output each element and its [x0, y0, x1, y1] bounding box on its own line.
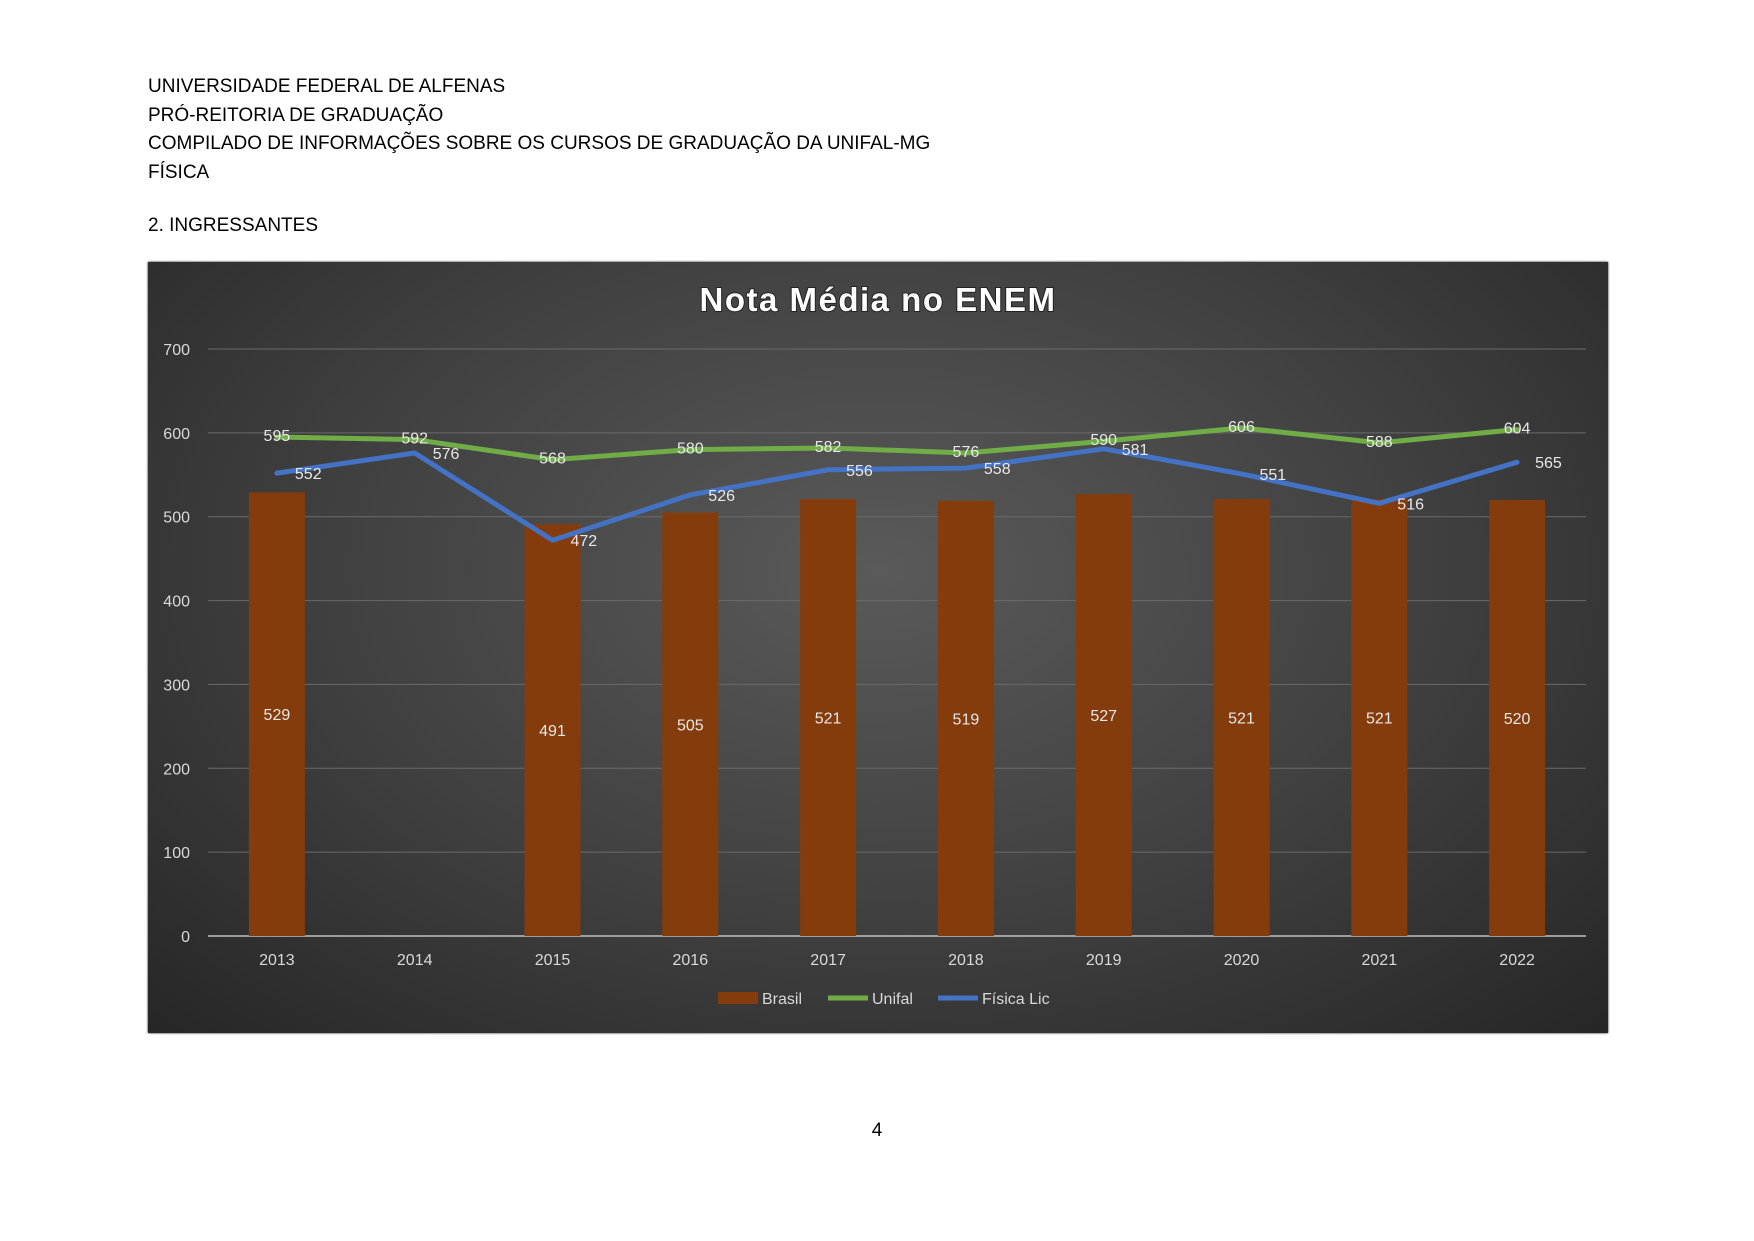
enem-chart: Nota Média no ENEM 0 100 200 300 400 500 600 700…	[148, 262, 1608, 1033]
legend-swatch-brasil	[718, 992, 758, 1004]
x-tick-label: 2017	[810, 952, 846, 969]
data-label-brasil: 521	[1366, 711, 1393, 728]
department-name: PRÓ-REITORIA DE GRADUAÇÃO	[148, 104, 444, 126]
data-label-brasil: 491	[539, 723, 566, 740]
legend-label-f-sica-lic: Física Lic	[982, 991, 1050, 1008]
y-tick-label: 100	[163, 845, 190, 862]
data-label-unifal: 592	[401, 431, 428, 448]
data-label-unifal: 588	[1366, 434, 1393, 451]
bar-brasil-2019	[1075, 494, 1132, 936]
line-unifal	[274, 425, 1520, 463]
data-label-unifal: 576	[953, 444, 980, 461]
y-tick-label: 500	[163, 510, 190, 527]
data-label-unifal: 606	[1228, 419, 1255, 436]
data-label-brasil: 529	[264, 707, 291, 724]
document-title: COMPILADO DE INFORMAÇÕES SOBRE OS CURSOS…	[148, 133, 931, 154]
x-tick-label: 2013	[259, 952, 295, 969]
x-tick-label: 2021	[1362, 952, 1398, 969]
bar-brasil-2020	[1213, 499, 1270, 936]
data-label-brasil: 520	[1504, 711, 1531, 728]
bar-brasil-2015	[524, 524, 581, 936]
y-tick-label: 600	[163, 426, 190, 443]
data-label-f-sica-lic: 576	[433, 446, 460, 463]
data-label-f-sica-lic: 526	[708, 488, 735, 505]
data-label-unifal: 582	[815, 439, 842, 456]
data-label-unifal: 590	[1090, 432, 1117, 449]
bar-brasil-2016	[662, 512, 719, 936]
bar-brasil-2018	[937, 500, 994, 936]
university-name: UNIVERSIDADE FEDERAL DE ALFENAS	[148, 76, 506, 97]
data-label-brasil: 521	[815, 711, 842, 728]
data-label-f-sica-lic: 558	[984, 461, 1011, 478]
data-label-brasil: 527	[1090, 708, 1117, 725]
data-label-unifal: 568	[539, 451, 566, 468]
x-tick-label: 2016	[673, 952, 709, 969]
data-label-brasil: 519	[953, 711, 980, 728]
data-label-brasil: 505	[677, 717, 704, 734]
bar-brasil-2013	[248, 492, 305, 936]
y-tick-label: 400	[163, 594, 190, 611]
data-label-f-sica-lic: 551	[1260, 467, 1287, 484]
chart-title: Nota Média no ENEM	[699, 281, 1056, 318]
bar-brasil-2021	[1351, 499, 1408, 936]
data-label-f-sica-lic: 581	[1122, 442, 1149, 459]
chart-svg: Nota Média no ENEM 0 100 200 300 400 500 600 700…	[163, 280, 1586, 1008]
data-label-unifal: 580	[677, 441, 704, 458]
data-label-f-sica-lic: 552	[295, 466, 322, 483]
page-number: 4	[871, 1120, 883, 1141]
x-tick-label: 2019	[1086, 952, 1122, 969]
document-header: UNIVERSIDADE FEDERAL DE ALFENAS PRÓ-REIT…	[148, 73, 930, 187]
y-tick-label: 0	[181, 929, 190, 946]
section-title: 2. INGRESSANTES	[148, 215, 318, 236]
y-tick-label: 200	[163, 761, 190, 778]
x-tick-label: 2018	[948, 952, 984, 969]
legend-label-unifal: Unifal	[872, 991, 913, 1008]
data-label-unifal: 595	[264, 428, 291, 445]
y-tick-label: 700	[163, 342, 190, 359]
x-tick-label: 2020	[1224, 952, 1260, 969]
line-f-sica-lic	[274, 446, 1520, 543]
data-label-f-sica-lic: 565	[1535, 455, 1562, 472]
data-label-brasil: 521	[1228, 711, 1255, 728]
course-name: FÍSICA	[148, 161, 210, 183]
legend-label-brasil: Brasil	[762, 991, 802, 1008]
data-label-unifal: 604	[1504, 421, 1531, 438]
data-label-f-sica-lic: 472	[571, 533, 598, 550]
bar-brasil-2017	[800, 499, 857, 936]
x-tick-label: 2015	[535, 952, 571, 969]
data-label-f-sica-lic: 556	[846, 463, 873, 480]
data-label-f-sica-lic: 516	[1397, 496, 1424, 513]
y-tick-label: 300	[163, 677, 190, 694]
x-tick-label: 2014	[397, 952, 433, 969]
bar-brasil-2022	[1489, 499, 1546, 936]
x-tick-label: 2022	[1499, 952, 1535, 969]
